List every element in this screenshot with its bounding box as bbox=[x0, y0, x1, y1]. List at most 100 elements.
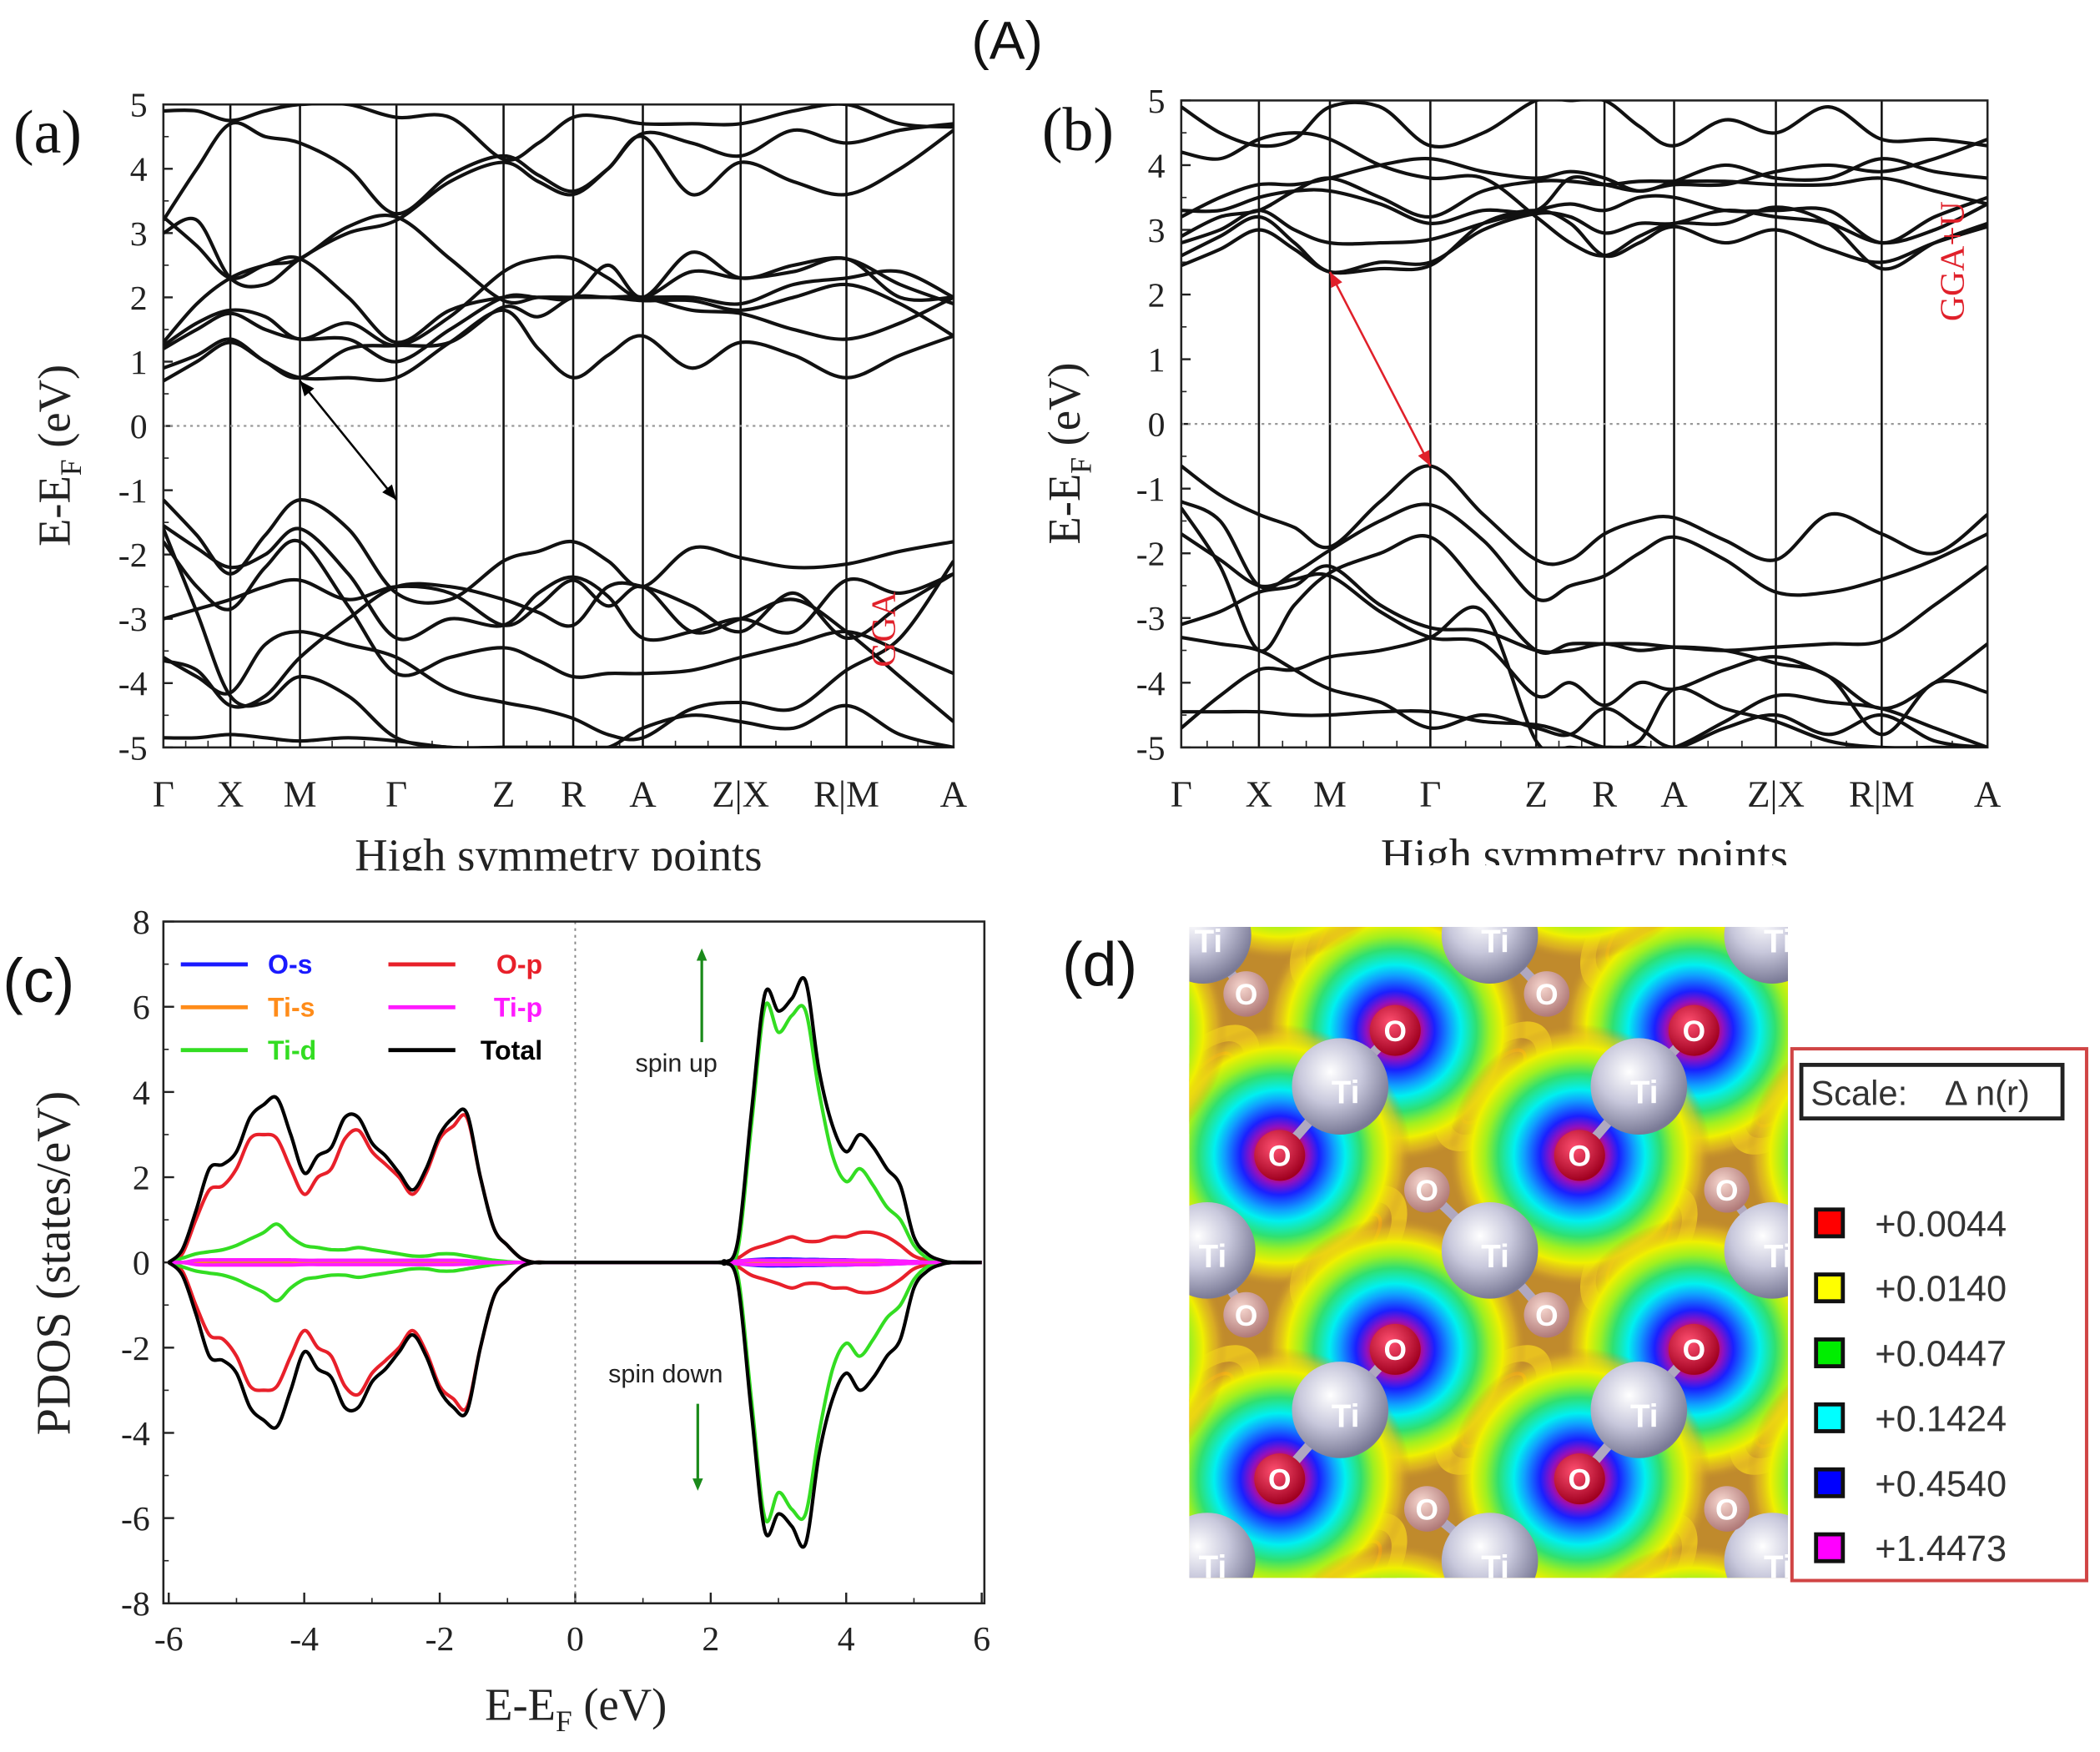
label-main: E-E bbox=[28, 476, 79, 546]
scale-swatch bbox=[1814, 1532, 1846, 1563]
pdos-line-total-spin-down bbox=[167, 1259, 982, 1549]
pdos-curves bbox=[167, 976, 982, 1549]
scale-value: +0.1424 bbox=[1875, 1399, 2007, 1439]
band-line bbox=[1181, 138, 1988, 225]
scale-entry: +0.0140 bbox=[1814, 1270, 2007, 1310]
y-axis-title: E-EF (eV) bbox=[1039, 362, 1098, 544]
y-tick-label: 3 bbox=[1148, 212, 1166, 250]
x-tick-label: 0 bbox=[567, 1620, 584, 1659]
band-line bbox=[1181, 131, 1988, 271]
oxygen-atom-label: O bbox=[1268, 1463, 1291, 1496]
x-tick-label: 6 bbox=[973, 1620, 990, 1659]
titanium-atom-label: Ti bbox=[1630, 1075, 1659, 1110]
x-axis-title: High symmetry points bbox=[1381, 830, 1788, 881]
density-peak bbox=[1189, 938, 1227, 1123]
scale-symbol-label: Δ n(r) bbox=[1945, 1074, 2030, 1113]
titanium-atom-label: Ti bbox=[1481, 1239, 1509, 1275]
titanium-atom bbox=[1724, 1513, 1788, 1578]
titanium-atom-label: Ti bbox=[1199, 1239, 1227, 1275]
arrow-head bbox=[300, 380, 315, 397]
titanium-atom bbox=[1189, 1202, 1256, 1299]
titanium-atom bbox=[1590, 1038, 1688, 1135]
label-subscript: F bbox=[1064, 457, 1097, 474]
band-line bbox=[163, 733, 954, 748]
k-point-label: Z|X bbox=[712, 773, 769, 815]
legend-item: O-s bbox=[180, 949, 313, 979]
band-line bbox=[163, 538, 954, 679]
titanium-atom bbox=[1724, 927, 1788, 984]
k-point-label: Z|X bbox=[1747, 773, 1805, 815]
arrow-head bbox=[382, 484, 397, 501]
band-line bbox=[1181, 194, 1988, 246]
k-point-label: R|M bbox=[813, 773, 879, 815]
panel-label: (b) bbox=[1042, 95, 1114, 164]
k-point-label: M bbox=[1313, 773, 1347, 815]
k-point-label: X bbox=[217, 773, 244, 815]
y-tick-label: 5 bbox=[130, 87, 148, 125]
scale-entry: +0.0044 bbox=[1814, 1205, 2007, 1245]
band-line bbox=[163, 104, 954, 162]
density-peak bbox=[1191, 927, 1367, 961]
density-peak bbox=[1189, 1256, 1227, 1442]
oxygen-atom-label: O bbox=[1535, 1300, 1558, 1332]
k-point-label: Γ bbox=[1171, 773, 1192, 815]
oxygen-atom bbox=[1668, 1323, 1720, 1375]
y-tick-label: -6 bbox=[121, 1500, 150, 1538]
panel-label: (d) bbox=[1062, 930, 1137, 999]
oxygen-atom-label: O bbox=[1535, 979, 1558, 1011]
scale-entry: +0.1424 bbox=[1814, 1399, 2007, 1439]
titanium-atom-label: Ti bbox=[1332, 1075, 1360, 1110]
oxygen-atom-label: O bbox=[1715, 1175, 1738, 1207]
scale-title: Scale: Δ n(r) bbox=[1810, 1074, 2030, 1113]
titanium-atom bbox=[1292, 1362, 1389, 1458]
y-tick-label: -2 bbox=[118, 536, 148, 575]
k-point-label: A bbox=[629, 773, 657, 815]
legend-item: Ti-p bbox=[388, 993, 542, 1023]
label-unit: (eV) bbox=[1039, 362, 1090, 457]
y-tick-label: -4 bbox=[121, 1415, 150, 1453]
x-tick-label: -2 bbox=[426, 1620, 455, 1659]
y-tick-label: 3 bbox=[130, 215, 148, 254]
spin-down-arrow-icon bbox=[692, 1403, 703, 1491]
titanium-atom-label: Ti bbox=[1195, 924, 1223, 959]
legend-label: Ti-s bbox=[268, 993, 315, 1023]
scale-swatch bbox=[1814, 1402, 1846, 1433]
oxygen-atom bbox=[1704, 1486, 1750, 1532]
label-unit: (eV) bbox=[28, 365, 79, 460]
bands bbox=[163, 104, 954, 748]
oxygen-atom bbox=[1369, 1004, 1421, 1056]
y-tick-label: 0 bbox=[1148, 406, 1166, 445]
oxygen-atom-label: O bbox=[1715, 1493, 1738, 1526]
titanium-atom-label: Ti bbox=[1764, 1239, 1792, 1275]
y-tick-label: 8 bbox=[133, 904, 150, 942]
scale-swatch bbox=[1814, 1207, 1846, 1239]
scale-entry: +1.4473 bbox=[1814, 1529, 2007, 1569]
band-line bbox=[163, 572, 954, 709]
arrow-head bbox=[692, 1478, 703, 1491]
band-line bbox=[163, 498, 954, 605]
label-subscript: F bbox=[54, 459, 88, 476]
y-tick-label: 1 bbox=[1148, 341, 1166, 380]
spin-down-label: spin down bbox=[608, 1360, 723, 1388]
y-tick-label: -1 bbox=[1136, 471, 1166, 509]
k-point-label: Γ bbox=[385, 773, 407, 815]
titanium-atom-label: Ti bbox=[1332, 1398, 1360, 1434]
y-tick-label: 4 bbox=[133, 1074, 150, 1112]
band-line bbox=[163, 308, 954, 383]
band-line bbox=[163, 120, 954, 222]
band-line bbox=[163, 294, 954, 380]
scale-entry: +0.4540 bbox=[1814, 1464, 2007, 1504]
legend: O-s O-p Ti-s Ti-p Ti-d Total bbox=[180, 949, 542, 1065]
scale-value: +0.4540 bbox=[1875, 1464, 2007, 1504]
oxygen-atom bbox=[1223, 971, 1269, 1017]
oxygen-atom bbox=[1404, 1486, 1450, 1532]
pdos-line-ti-p-spin-down bbox=[169, 1260, 982, 1267]
scale-title-label: Scale: bbox=[1810, 1074, 1907, 1113]
titanium-atom bbox=[1724, 1202, 1788, 1299]
oxygen-atom-label: O bbox=[1569, 1140, 1591, 1173]
